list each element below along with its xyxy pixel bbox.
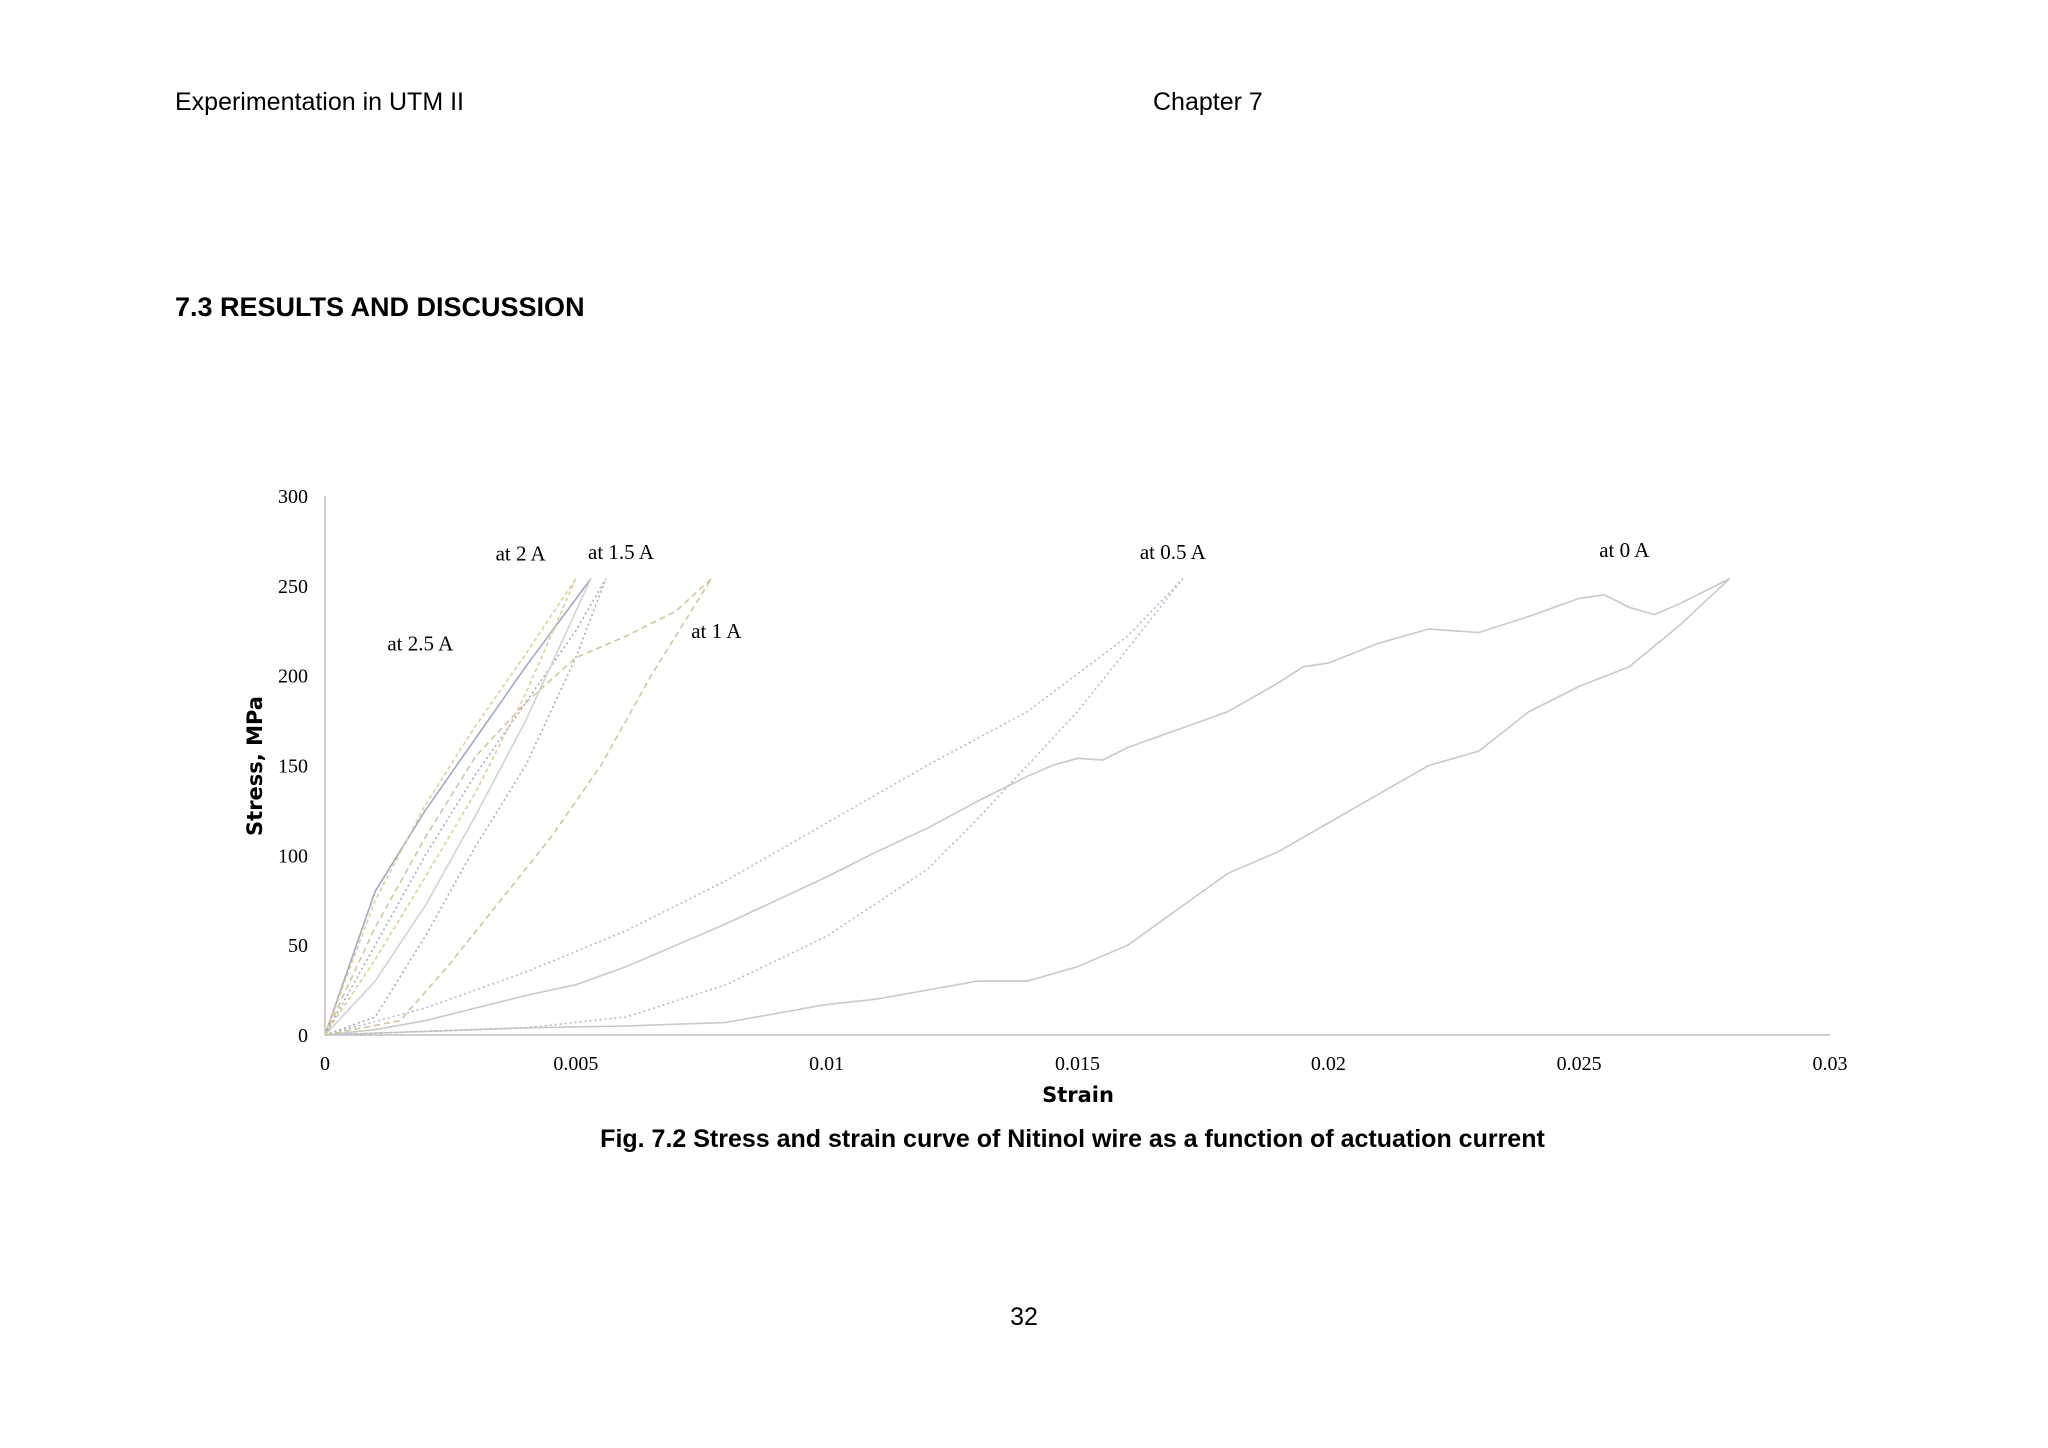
y-tick-label: 200 (278, 666, 308, 688)
series-line-9 (324, 578, 592, 1036)
chart-axes (324, 496, 1830, 1036)
series-line-5 (324, 578, 712, 1036)
series-line-4 (324, 578, 1184, 1036)
page-number: 32 (1010, 1303, 1038, 1331)
y-axis-title: Stress, MPa (243, 696, 267, 836)
y-tick-label: 50 (288, 935, 308, 957)
x-tick-label: 0 (320, 1053, 330, 1075)
series-line-2 (324, 578, 1731, 1036)
series-line-11 (324, 578, 577, 1036)
y-tick-label: 100 (278, 845, 308, 867)
x-axis-title: Strain (1042, 1083, 1114, 1107)
y-tick-label: 250 (278, 576, 308, 598)
x-tick-label: 0.02 (1311, 1053, 1346, 1075)
curve-annotation-label: at 2.5 A (387, 632, 454, 656)
chart-ticks: 0 0.005 0.01 0.015 0.02 0.025 0.03 0 50 100 150 200… (278, 486, 1848, 1075)
chart-series-layer (324, 577, 1731, 1036)
series-line-3 (324, 578, 1184, 1036)
series-line-6 (324, 578, 712, 1036)
y-tick-label: 300 (278, 486, 308, 508)
series-line-10 (324, 578, 592, 1036)
chart-annotations: at 2.5 A at 2 A at 1.5 A at 1 A at 0.5 A at 0… (387, 538, 1650, 655)
x-tick-label: 0.03 (1813, 1053, 1848, 1075)
series-line-1 (324, 577, 1731, 1036)
x-tick-label: 0.005 (553, 1053, 598, 1075)
curve-annotation-label: at 1.5 A (588, 540, 655, 564)
page-header-left: Experimentation in UTM II (175, 88, 464, 116)
curve-annotation-label: at 2 A (496, 542, 547, 566)
x-tick-label: 0.025 (1557, 1053, 1602, 1075)
y-tick-label: 150 (278, 756, 308, 778)
curve-annotation-label: at 0.5 A (1140, 540, 1207, 564)
y-tick-label: 0 (298, 1025, 308, 1047)
page-header-right: Chapter 7 (1153, 88, 1263, 116)
x-tick-label: 0.015 (1055, 1053, 1100, 1075)
series-line-8 (324, 578, 607, 1036)
figure-caption: Fig. 7.2 Stress and strain curve of Niti… (600, 1125, 1545, 1153)
curve-annotation-label: at 0 A (1599, 538, 1650, 562)
section-heading: 7.3 RESULTS AND DISCUSSION (175, 292, 585, 322)
curve-annotation-label: at 1 A (691, 619, 742, 643)
series-line-7 (324, 578, 607, 1036)
x-tick-label: 0.01 (809, 1053, 844, 1075)
